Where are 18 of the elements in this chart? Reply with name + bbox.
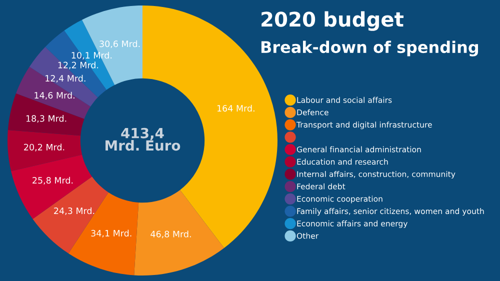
data-label: 18,3 Mrd. [26,115,66,123]
data-label: 46,8 Mrd. [150,230,191,238]
chart-title: 2020 budget [262,11,404,31]
donut-slice [134,190,224,276]
data-label: 12,2 Mrd. [58,62,98,70]
donut-slice [8,93,84,136]
data-label: 12,4 Mrd. [46,74,86,83]
data-label: 20,2 Mrd. [24,144,64,152]
text: Break-down of spending [261,40,478,56]
data-label: 30,6 Mrd. [100,40,140,48]
data-label: 25,8 Mrd. [32,176,73,185]
donut-slice [8,130,82,172]
data-label: 34,1 Mrd. [91,230,132,238]
data-label: 24,3 Mrd. [54,207,94,215]
data-label: 14,6 Mrd. [34,92,74,100]
donut-slice [32,176,108,254]
text: 413,4 Mrd. Euro [106,128,180,151]
data-label: 164 Mrd. [217,104,254,112]
